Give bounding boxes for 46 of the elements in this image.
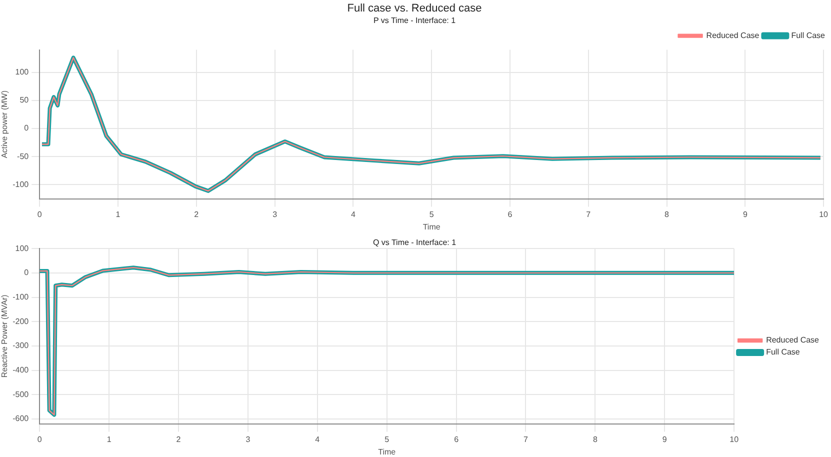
legend-label: Reduced Case bbox=[706, 31, 760, 40]
x-tick-label: 4 bbox=[315, 434, 320, 444]
x-axis-title: Time bbox=[422, 222, 441, 232]
y-tick-label: 50 bbox=[20, 96, 30, 105]
legend-label: Full Case bbox=[766, 348, 800, 357]
x-axis-title: Time bbox=[378, 447, 396, 456]
x-tick-label: 8 bbox=[664, 210, 670, 219]
y-axis-title: Active power (MW) bbox=[0, 90, 10, 158]
x-tick-label: 3 bbox=[272, 210, 278, 219]
x-tick-label: 9 bbox=[742, 210, 748, 219]
y-tick-label: -300 bbox=[12, 341, 30, 350]
y-tick-label: 0 bbox=[24, 268, 30, 278]
x-tick-label: 1 bbox=[116, 210, 121, 219]
x-tick-label: 6 bbox=[508, 210, 513, 219]
chart-title: Q vs Time - Interface: 1 bbox=[372, 238, 457, 248]
y-tick-label: -100 bbox=[12, 292, 30, 302]
x-tick-label: 2 bbox=[194, 210, 200, 219]
x-tick-label: 5 bbox=[384, 434, 390, 444]
x-tick-label: 0 bbox=[37, 210, 42, 219]
x-tick-label: 1 bbox=[106, 434, 112, 444]
x-tick-label: 10 bbox=[730, 434, 740, 444]
x-tick-label: 3 bbox=[246, 434, 251, 444]
x-tick-label: 6 bbox=[454, 434, 460, 444]
y-axis-title: Reactive Power (MVAr) bbox=[0, 294, 10, 378]
x-tick-label: 8 bbox=[592, 434, 598, 444]
x-tick-label: 2 bbox=[176, 434, 182, 444]
chart-title: Full case vs. Reduced case bbox=[347, 2, 482, 15]
y-tick-label: -100 bbox=[12, 180, 30, 189]
x-tick-label: 7 bbox=[524, 434, 529, 444]
y-tick-label: 100 bbox=[15, 244, 30, 253]
y-tick-label: -600 bbox=[12, 414, 30, 424]
y-tick-label: 0 bbox=[24, 124, 30, 133]
x-tick-label: 0 bbox=[37, 434, 42, 444]
legend-label: Reduced Case bbox=[766, 336, 820, 345]
x-tick-label: 4 bbox=[350, 210, 356, 219]
x-tick-label: 9 bbox=[662, 434, 668, 444]
y-tick-label: 100 bbox=[15, 67, 30, 76]
chart-subtitle: P vs Time - Interface: 1 bbox=[373, 16, 456, 26]
x-tick-label: 7 bbox=[586, 210, 592, 219]
y-tick-label: -200 bbox=[12, 316, 30, 326]
x-tick-label: 5 bbox=[429, 210, 434, 219]
legend-label: Full Case bbox=[791, 31, 826, 40]
x-tick-label: 10 bbox=[819, 210, 829, 219]
y-tick-label: -50 bbox=[17, 152, 30, 161]
y-tick-label: -400 bbox=[12, 365, 30, 374]
y-tick-label: -500 bbox=[12, 390, 30, 399]
